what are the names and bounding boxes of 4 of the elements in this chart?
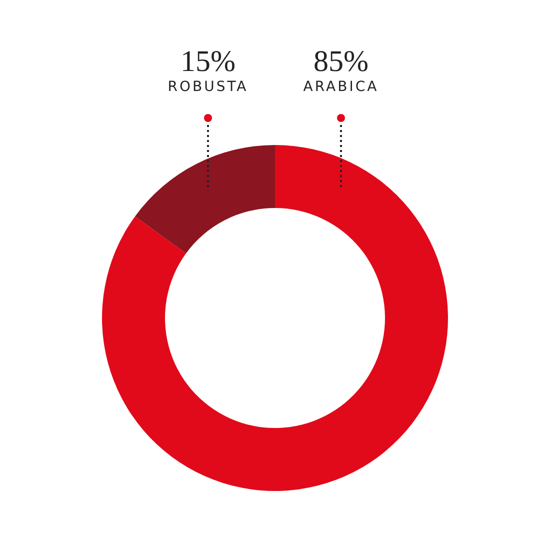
data-label: 15% xyxy=(180,45,236,78)
slice-label: ARABICA xyxy=(302,78,380,96)
data-label: 85% xyxy=(312,45,370,78)
slice-label: ROBUSTA xyxy=(166,78,250,96)
